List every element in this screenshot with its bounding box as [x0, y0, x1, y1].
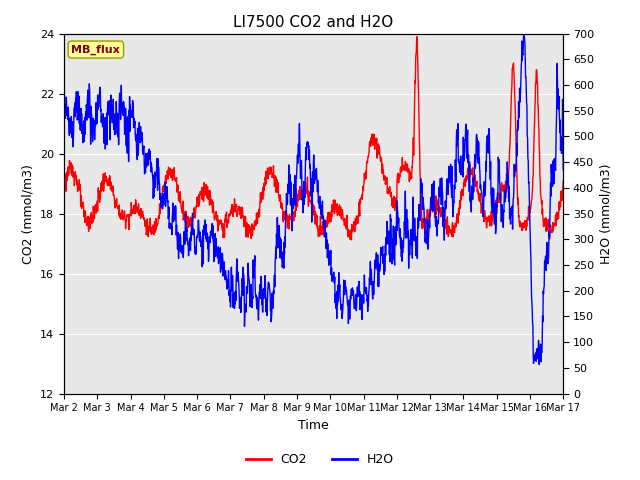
- H2O: [344, 302, 352, 308]
- H2O: [272, 244, 280, 250]
- Legend: CO2, H2O: CO2, H2O: [241, 448, 399, 471]
- H2O: [536, 361, 543, 367]
- H2O: [282, 213, 290, 219]
- CO2: [344, 234, 352, 240]
- Title: LI7500 CO2 and H2O: LI7500 CO2 and H2O: [234, 15, 394, 30]
- CO2: [348, 237, 355, 243]
- Line: H2O: H2O: [64, 34, 563, 364]
- Y-axis label: H2O (mmol/m3): H2O (mmol/m3): [600, 163, 612, 264]
- H2O: [60, 90, 68, 96]
- H2O: [520, 31, 527, 36]
- CO2: [559, 178, 567, 184]
- H2O: [119, 108, 127, 114]
- Y-axis label: CO2 (mmol/m3): CO2 (mmol/m3): [22, 164, 35, 264]
- CO2: [272, 174, 280, 180]
- Text: MB_flux: MB_flux: [72, 44, 120, 55]
- X-axis label: Time: Time: [298, 419, 329, 432]
- CO2: [291, 214, 299, 219]
- H2O: [291, 202, 299, 208]
- H2O: [559, 167, 567, 172]
- CO2: [99, 187, 106, 193]
- CO2: [282, 209, 290, 215]
- CO2: [119, 217, 127, 223]
- Line: CO2: CO2: [64, 36, 563, 240]
- CO2: [60, 191, 68, 197]
- H2O: [99, 124, 106, 130]
- CO2: [413, 34, 421, 39]
